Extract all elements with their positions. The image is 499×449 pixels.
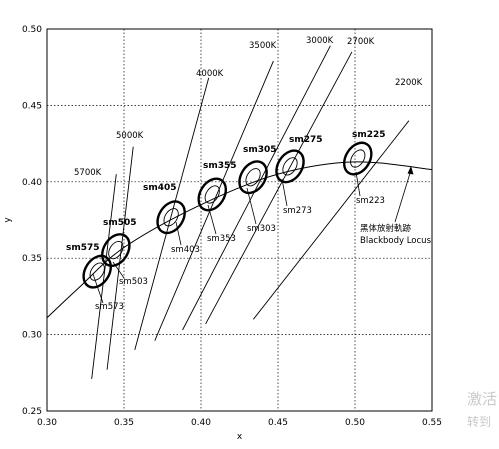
ellipse-label-sm503: sm503 — [119, 277, 148, 287]
label-leader-line — [175, 221, 182, 246]
cct-label-5000K: 5000K — [116, 131, 144, 141]
watermark-line-1: 激活 — [467, 390, 498, 408]
cct-label-3500K: 3500K — [249, 41, 277, 51]
cct-line-5000K — [106, 146, 134, 370]
label-leader-line — [355, 171, 361, 197]
locus-leader-line — [394, 169, 412, 223]
ellipse-label-sm273: sm273 — [283, 206, 312, 216]
cct-line-2700K — [205, 51, 353, 325]
y-tick-label: 0.45 — [22, 101, 42, 111]
x-axis-label: x — [237, 432, 243, 442]
label-leader-line — [207, 204, 217, 235]
ellipse-sm225 — [342, 141, 373, 176]
cct-label-2700K: 2700K — [347, 37, 375, 47]
ellipse-sm403 — [163, 208, 179, 227]
y-tick-label: 0.40 — [22, 178, 42, 188]
ellipse-label-sm405: sm405 — [143, 183, 177, 193]
cct-label-5700K: 5700K — [74, 168, 102, 178]
ellipse-sm405 — [156, 200, 186, 235]
ellipse-sm223 — [350, 149, 366, 168]
ellipse-label-sm575: sm575 — [66, 243, 100, 253]
cct-label-3000K: 3000K — [306, 36, 334, 46]
cct-line-5700K — [91, 174, 117, 379]
y-axis-label: y — [3, 217, 13, 223]
ellipse-label-sm353: sm353 — [207, 234, 236, 244]
ellipse-label-sm303: sm303 — [247, 224, 276, 234]
label-leader-line — [92, 273, 104, 304]
watermark-line-2: 转到 — [467, 415, 492, 429]
y-tick-label: 0.50 — [22, 25, 42, 35]
x-tick-label: 0.40 — [191, 418, 211, 428]
ellipse-label-sm305: sm305 — [243, 145, 277, 155]
label-leader-line — [246, 187, 257, 225]
cct-label-4000K: 4000K — [196, 69, 224, 79]
ellipse-sm305 — [238, 160, 268, 195]
cct-line-4000K — [134, 77, 210, 350]
tick-labels: 0.30 0.35 0.40 0.45 0.50 0.550.250.300.350.40… — [22, 25, 442, 428]
ellipses — [82, 141, 373, 289]
blackbody-locus-curve — [46, 161, 433, 319]
x-tick-label: 0.30 — [37, 418, 57, 428]
ellipse-label-sm505: sm505 — [103, 218, 137, 228]
ellipse-label-sm275: sm275 — [289, 135, 323, 145]
label-leader-line — [281, 178, 288, 207]
cct-line-3000K — [182, 45, 331, 331]
cct-label-2200K: 2200K — [395, 78, 423, 88]
ellipse-sm303 — [245, 168, 261, 187]
ellipse-label-sm573: sm573 — [95, 302, 124, 312]
locus-label-cn: 黑体放射軌跡 — [360, 223, 412, 234]
x-tick-label: 0.45 — [268, 418, 288, 428]
x-tick-label: 0.55 — [422, 418, 442, 428]
ellipse-sm275 — [275, 149, 305, 184]
cct-lines — [91, 45, 410, 379]
ellipse-sm273 — [282, 157, 298, 176]
ellipse-label-sm223: sm223 — [356, 196, 385, 206]
ellipse-label-sm403: sm403 — [171, 245, 200, 255]
ellipse-sm573 — [89, 262, 105, 281]
blackbody-locus — [46, 161, 433, 319]
plot-frame — [46, 28, 433, 412]
locus-arrowhead — [407, 166, 414, 175]
x-tick-label: 0.35 — [114, 418, 134, 428]
ellipse-sm353 — [204, 185, 220, 204]
ellipse-label-sm355: sm355 — [203, 161, 237, 171]
locus-label-en: Blackbody Locus — [360, 236, 432, 246]
y-tick-label: 0.30 — [22, 331, 42, 341]
x-tick-label: 0.50 — [345, 418, 365, 428]
y-tick-label: 0.35 — [22, 254, 42, 264]
annotation-labels: 5700K 5000K 4000K 3500K 3000K 2700K 2200K sm575… — [66, 36, 432, 312]
ellipse-sm503 — [108, 240, 124, 260]
label-leader-line — [112, 261, 125, 279]
y-tick-label: 0.25 — [22, 407, 42, 417]
cct-line-2200K — [253, 120, 410, 320]
ellipse-sm575 — [82, 254, 112, 289]
ellipse-sm505 — [101, 233, 131, 268]
ellipse-label-sm225: sm225 — [352, 130, 386, 140]
ellipse-sm355 — [197, 177, 228, 212]
